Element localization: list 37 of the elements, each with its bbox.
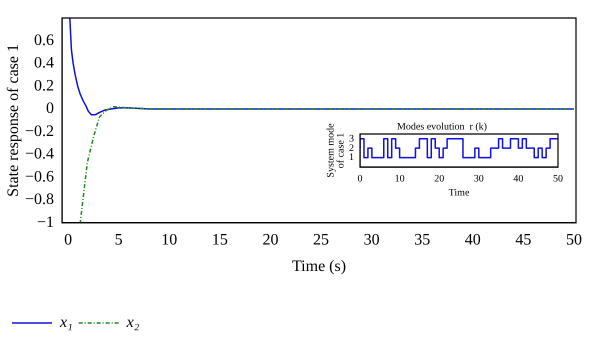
x-tick-label: 45 bbox=[515, 232, 532, 249]
line-series bbox=[79, 106, 575, 223]
y-tick-label: −0.6 bbox=[24, 168, 54, 186]
x-tick-label: 40 bbox=[464, 232, 481, 249]
legend-label: x₂ bbox=[126, 314, 140, 332]
y-tick-label: −1 bbox=[36, 214, 54, 232]
x-tick-label: 35 bbox=[414, 232, 430, 249]
y-tick-label: 0 bbox=[46, 100, 54, 118]
y-axis-title: System mode of case 1 bbox=[326, 122, 347, 178]
y-axis-title: State response of case 1 bbox=[5, 44, 22, 197]
x-tick-label: 40 bbox=[513, 174, 524, 185]
x-tick-label: 15 bbox=[212, 232, 228, 249]
y-tick-label: 0.2 bbox=[34, 77, 54, 94]
x-tick-label: 10 bbox=[394, 174, 405, 185]
y-tick-label: 3 bbox=[349, 133, 354, 144]
y-tick-label: −0.8 bbox=[24, 191, 54, 208]
x-tick-label: 5 bbox=[114, 232, 123, 249]
x-tick-label: 0 bbox=[358, 174, 362, 185]
chart-title: Modes evolution r (k) bbox=[397, 122, 487, 133]
x-tick-label: 10 bbox=[161, 232, 178, 249]
x-tick-label: 50 bbox=[566, 232, 582, 249]
x-axis-title: Time bbox=[448, 188, 470, 199]
x-axis-title: Time (s) bbox=[292, 258, 346, 276]
y-tick-label: 2 bbox=[349, 142, 354, 154]
y-tick-label: 0.4 bbox=[34, 54, 54, 72]
x-tick-label: 30 bbox=[364, 232, 380, 249]
y-tick-label: −0.2 bbox=[24, 122, 54, 140]
x-tick-label: 50 bbox=[553, 174, 563, 185]
x-tick-label: 30 bbox=[474, 174, 484, 185]
x-tick-label: 25 bbox=[313, 232, 330, 249]
legend-label: x₁ bbox=[59, 314, 73, 332]
y-tick-label: 0.6 bbox=[34, 32, 54, 49]
x-tick-label: 20 bbox=[434, 174, 444, 185]
x-tick-label: 0 bbox=[64, 232, 72, 249]
x-tick-label: 20 bbox=[262, 232, 278, 249]
y-tick-label: −0.4 bbox=[24, 146, 54, 163]
y-tick-label: 1 bbox=[349, 152, 354, 164]
